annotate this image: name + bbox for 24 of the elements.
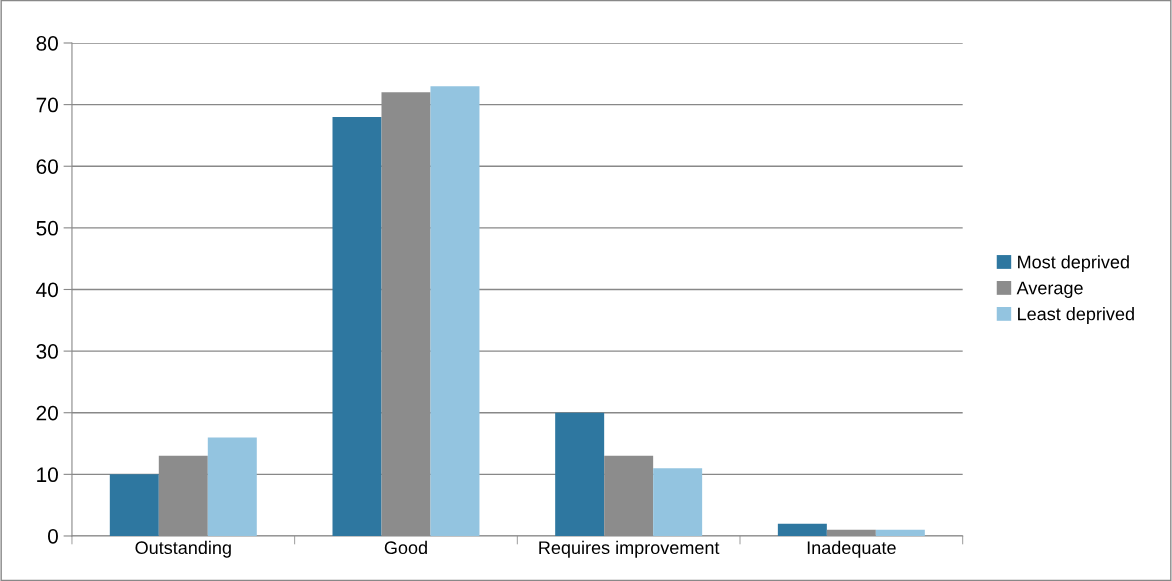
x-tick-label: Requires improvement	[539, 540, 720, 558]
bar	[430, 86, 480, 536]
bar	[777, 523, 827, 536]
legend-label: Least deprived	[1018, 307, 1134, 324]
y-tick-label: 80	[36, 36, 58, 51]
y-tick-label: 0	[47, 528, 58, 544]
y-tick-label: 60	[36, 159, 58, 174]
bar	[653, 468, 703, 536]
x-tick-label: Good	[384, 540, 427, 555]
y-tick-label: 40	[36, 282, 58, 298]
bar	[875, 529, 925, 536]
y-tick-label: 50	[36, 220, 58, 236]
x-tick-label: Inadequate	[807, 540, 896, 558]
bar	[109, 474, 159, 536]
bar	[332, 116, 382, 536]
legend-label: Average	[1016, 281, 1083, 298]
y-tick-label: 20	[36, 405, 58, 421]
y-tick-label: 70	[36, 97, 58, 113]
y-tick-label: 10	[37, 467, 58, 483]
legend-label: Most deprived	[1018, 255, 1129, 272]
bar	[555, 412, 605, 536]
bar	[207, 437, 257, 536]
x-tick-label: Outstanding	[135, 540, 231, 558]
y-tick-label: 30	[36, 344, 58, 359]
